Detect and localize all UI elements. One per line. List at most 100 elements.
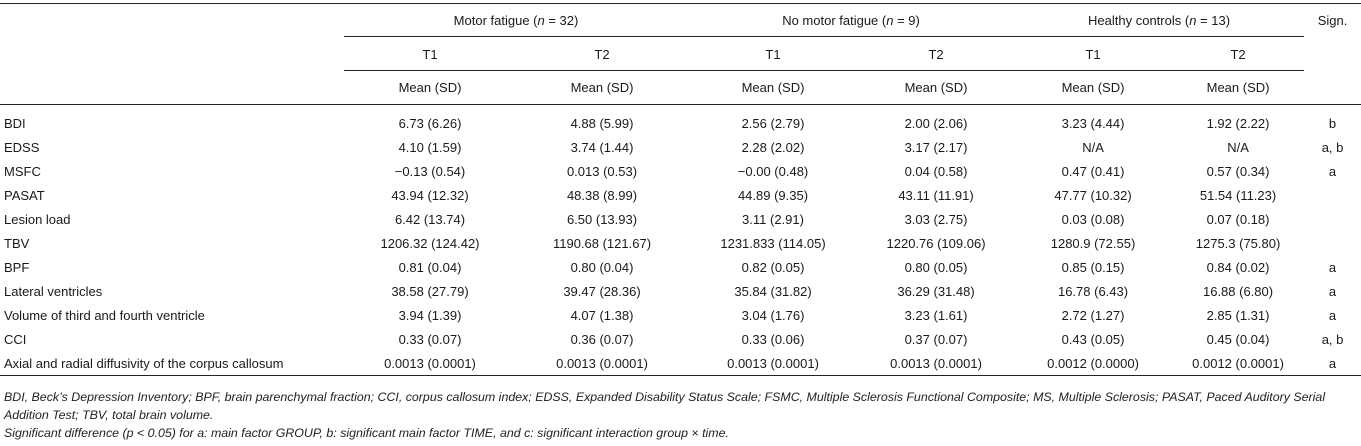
value-cell: 1190.68 (121.67) <box>552 235 652 251</box>
group-header-row: Motor fatigue (n = 32) No motor fatigue … <box>0 3 1361 37</box>
value-cell: 16.78 (6.43) <box>1057 283 1129 299</box>
value-cell: 0.0012 (0.0000) <box>1014 351 1173 376</box>
value-cell: 6.50 (13.93) <box>566 211 638 227</box>
table-row: EDSS 4.10 (1.59) 3.74 (1.44) 2.28 (2.02) 3.1… <box>0 135 1361 159</box>
value-cell: 48.38 (8.99) <box>566 187 638 203</box>
value-cell: 0.85 (0.15) <box>1061 259 1125 275</box>
value-cell: 6.42 (13.74) <box>394 211 466 227</box>
abbreviations-note: BDI, Beck’s Depression Inventory; BPF, b… <box>4 390 1326 422</box>
value-cell: 2.28 (2.02) <box>741 139 805 155</box>
tp-header-nmf-t2: T2 <box>858 37 1015 71</box>
sign-cell <box>1304 231 1361 255</box>
value-cell: 0.45 (0.04) <box>1206 331 1270 347</box>
value-cell: 0.47 (0.41) <box>1061 163 1125 179</box>
value-cell: 3.04 (1.76) <box>741 307 805 323</box>
sign-cell: a <box>1328 307 1337 323</box>
group-header-no-motor-fatigue: No motor fatigue (n = 9) <box>688 4 1015 37</box>
value-cell: 0.80 (0.05) <box>904 259 968 275</box>
tp-header-mf-t2: T2 <box>516 37 689 71</box>
value-cell: 0.80 (0.04) <box>570 259 634 275</box>
tp-header-nmf-t1: T1 <box>688 37 859 71</box>
value-cell: 0.04 (0.58) <box>904 163 968 179</box>
stat-header: Mean (SD) <box>858 71 1015 105</box>
table-row: BPF 0.81 (0.04) 0.80 (0.04) 0.82 (0.05) 0.80… <box>0 255 1361 279</box>
value-cell: 0.43 (0.05) <box>1061 331 1125 347</box>
value-cell: 39.47 (28.36) <box>563 283 641 299</box>
group-header-motor-fatigue: Motor fatigue (n = 32) <box>344 4 689 37</box>
sign-cell: a <box>1304 351 1361 376</box>
row-label: Lateral ventricles <box>4 283 103 299</box>
value-cell: 2.56 (2.79) <box>741 115 805 131</box>
value-cell: 3.94 (1.39) <box>398 307 462 323</box>
value-cell: 4.88 (5.99) <box>570 115 634 131</box>
value-cell: −0.00 (0.48) <box>737 163 809 179</box>
value-cell: 0.07 (0.18) <box>1206 211 1270 227</box>
value-cell: 0.81 (0.04) <box>398 259 462 275</box>
row-label: PASAT <box>4 187 45 203</box>
value-cell: 3.74 (1.44) <box>570 139 634 155</box>
stat-header: Mean (SD) <box>344 71 516 105</box>
value-cell: 0.0013 (0.0001) <box>858 351 1015 376</box>
sign-header: Sign. <box>1317 13 1348 28</box>
table-row: TBV 1206.32 (124.42) 1190.68 (121.67) 1231.… <box>0 231 1361 255</box>
row-label: EDSS <box>4 139 40 155</box>
row-label: Axial and radial diffusivity of the corp… <box>0 351 344 376</box>
value-cell: N/A <box>1227 139 1249 155</box>
value-cell: 47.77 (10.32) <box>1054 187 1132 203</box>
row-label: BPF <box>4 259 30 275</box>
table-row: Volume of third and fourth ventricle 3.94… <box>0 303 1361 327</box>
stat-header: Mean (SD) <box>688 71 859 105</box>
value-cell: 44.89 (9.35) <box>737 187 809 203</box>
row-label: CCI <box>4 331 27 347</box>
sign-cell <box>1304 183 1361 207</box>
table-row: Axial and radial diffusivity of the corp… <box>0 351 1361 376</box>
value-cell: 43.11 (11.91) <box>898 187 974 203</box>
value-cell: 51.54 (11.23) <box>1199 187 1277 203</box>
tp-header-hc-t2: T2 <box>1172 37 1305 71</box>
value-cell: 2.85 (1.31) <box>1206 307 1270 323</box>
value-cell: 3.11 (2.91) <box>742 211 804 227</box>
sign-cell: b <box>1328 115 1337 131</box>
value-cell: 0.33 (0.06) <box>741 331 805 347</box>
value-cell: 1220.76 (109.06) <box>886 235 986 251</box>
value-cell: 35.84 (31.82) <box>734 283 812 299</box>
value-cell: 43.94 (12.32) <box>391 187 469 203</box>
value-cell: 2.00 (2.06) <box>904 115 968 131</box>
value-cell: 1206.32 (124.42) <box>380 235 480 251</box>
value-cell: 0.03 (0.08) <box>1061 211 1125 227</box>
sign-cell: a <box>1328 163 1337 179</box>
value-cell: 1.92 (2.22) <box>1206 115 1270 131</box>
table-row: CCI 0.33 (0.07) 0.36 (0.07) 0.33 (0.06) 0.37… <box>0 327 1361 351</box>
sign-cell: a <box>1328 283 1337 299</box>
value-cell: −0.13 (0.54) <box>394 163 466 179</box>
value-cell: 16.88 (6.80) <box>1202 283 1274 299</box>
value-cell: 1231.833 (114.05) <box>720 235 826 251</box>
value-cell: 3.23 (4.44) <box>1061 115 1125 131</box>
value-cell: 6.73 (6.26) <box>398 115 462 131</box>
value-cell: 0.37 (0.07) <box>904 331 968 347</box>
value-cell: N/A <box>1082 139 1104 155</box>
sign-cell: a <box>1328 259 1337 275</box>
group-header-healthy-controls: Healthy controls (n = 13) <box>1014 4 1305 37</box>
value-cell: 1280.9 (72.55) <box>1050 235 1136 251</box>
value-cell: 2.72 (1.27) <box>1061 307 1125 323</box>
stat-header-row: Mean (SD) Mean (SD) Mean (SD) Mean (SD) … <box>0 71 1361 105</box>
value-cell: 1275.3 (75.80) <box>1195 235 1281 251</box>
stat-header: Mean (SD) <box>516 71 689 105</box>
value-cell: 4.07 (1.38) <box>570 307 634 323</box>
table-row: PASAT 43.94 (12.32) 48.38 (8.99) 44.89 (9.3… <box>0 183 1361 207</box>
row-label: BDI <box>4 115 26 131</box>
value-cell: 0.36 (0.07) <box>570 331 634 347</box>
value-cell: 0.0012 (0.0001) <box>1172 351 1305 376</box>
stat-header: Mean (SD) <box>1014 71 1173 105</box>
sign-cell <box>1304 207 1361 231</box>
timepoint-header-row: T1 T2 T1 T2 T1 T2 <box>0 37 1361 71</box>
value-cell: 0.0013 (0.0001) <box>688 351 859 376</box>
value-cell: 0.013 (0.53) <box>566 163 638 179</box>
table-row: BDI 6.73 (6.26) 4.88 (5.99) 2.56 (2.79) 2.00… <box>0 105 1361 136</box>
value-cell: 3.03 (2.75) <box>904 211 968 227</box>
value-cell: 4.10 (1.59) <box>398 139 462 155</box>
row-label: MSFC <box>4 163 41 179</box>
results-table: Motor fatigue (n = 32) No motor fatigue … <box>0 3 1361 376</box>
value-cell: 0.33 (0.07) <box>398 331 462 347</box>
